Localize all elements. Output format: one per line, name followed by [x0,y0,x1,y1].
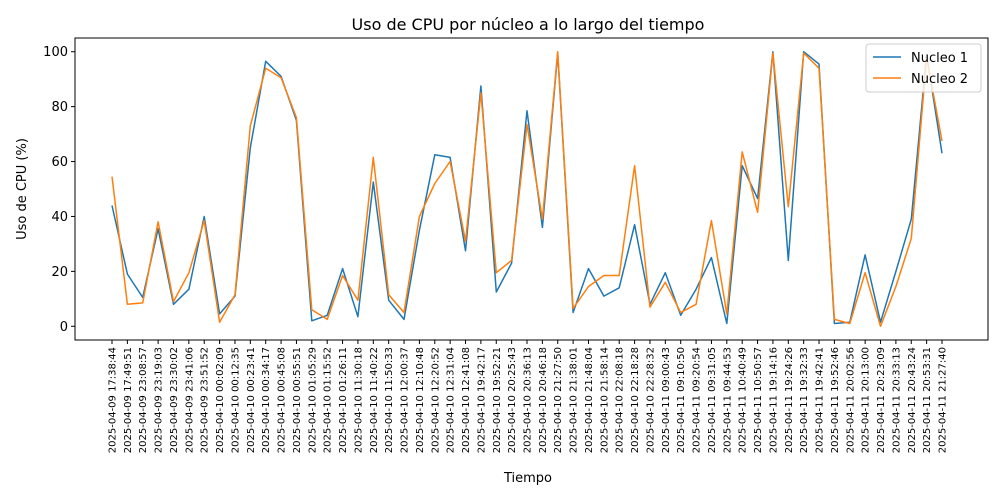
x-tick-label: 2025-04-11 09:20:54 [692,347,703,453]
x-tick-label: 2025-04-10 22:18:28 [630,347,641,453]
x-tick-label: 2025-04-10 00:34:17 [261,347,272,453]
legend: Nucleo 1 Nucleo 2 [865,43,982,93]
x-tick-label: 2025-04-11 20:23:09 [876,347,887,453]
x-tick-label: 2025-04-10 11:40:22 [369,347,380,453]
x-tick-label: 2025-04-11 19:52:46 [830,347,841,453]
y-tick-label: 40 [51,210,68,225]
x-tick-label: 2025-04-11 09:10:50 [676,347,687,453]
x-tick-label: 2025-04-10 22:08:18 [615,347,626,453]
y-axis: 0 20 40 60 80 100 [43,45,75,335]
y-axis-label: Uso de CPU (%) [15,138,30,240]
x-tick-label: 2025-04-09 17:49:51 [123,347,134,453]
legend-label-series-1: Nucleo 1 [911,51,968,66]
x-tick-label: 2025-04-10 11:30:18 [353,347,364,453]
x-tick-label: 2025-04-10 20:36:13 [523,347,534,453]
x-tick-label: 2025-04-10 00:45:08 [277,347,288,453]
x-tick-label: 2025-04-10 19:42:17 [476,347,487,453]
legend-box [865,43,982,93]
x-tick-label: 2025-04-09 23:41:06 [184,347,195,453]
x-tick-label: 2025-04-10 12:41:08 [461,347,472,453]
y-tick-label: 80 [51,100,68,115]
x-tick-label: 2025-04-10 21:58:14 [599,347,610,453]
x-tick-label: 2025-04-10 01:26:11 [338,347,349,453]
x-tick-label: 2025-04-11 20:53:31 [922,347,933,453]
x-tick-label: 2025-04-11 21:27:40 [938,347,949,453]
x-tick-label: 2025-04-11 10:40:49 [738,347,749,453]
plot-area-frame [74,37,989,341]
x-tick-label: 2025-04-11 19:32:33 [799,347,810,453]
x-tick-label: 2025-04-10 00:12:35 [230,347,241,453]
x-tick-label: 2025-04-11 19:24:26 [784,347,795,453]
x-tick-label: 2025-04-10 00:55:51 [292,347,303,453]
x-tick-label: 2025-04-10 20:46:18 [538,347,549,453]
x-tick-label: 2025-04-10 12:20:52 [430,347,441,453]
x-tick-label: 2025-04-10 21:48:04 [584,347,595,453]
x-tick-label: 2025-04-11 09:31:05 [707,347,718,453]
y-tick-label: 60 [51,155,68,170]
x-tick-label: 2025-04-10 00:23:41 [246,347,257,453]
x-tick-label: 2025-04-11 09:44:53 [722,347,733,453]
x-tick-label: 2025-04-10 01:15:52 [323,347,334,453]
y-tick-label: 0 [60,320,68,335]
x-tick-label: 2025-04-10 20:25:43 [507,347,518,453]
x-tick-label: 2025-04-09 23:19:03 [154,347,165,453]
x-axis-label: Tiempo [503,471,552,486]
x-tick-label: 2025-04-11 20:33:13 [891,347,902,453]
x-tick-label: 2025-04-11 09:00:43 [661,347,672,453]
series-line-2 [111,50,943,328]
x-tick-label: 2025-04-10 11:50:33 [384,347,395,453]
legend-label-series-2: Nucleo 2 [911,72,968,87]
y-tick-label: 100 [43,45,68,60]
x-tick-label: 2025-04-09 23:51:52 [200,347,211,453]
x-tick-label: 2025-04-10 00:02:09 [215,347,226,453]
x-tick-label: 2025-04-10 12:31:04 [446,347,457,453]
x-tick-label: 2025-04-11 19:14:16 [768,347,779,453]
x-tick-label: 2025-04-11 20:43:24 [907,347,918,453]
series-lines [111,50,943,328]
x-tick-label: 2025-04-09 23:08:57 [138,347,149,453]
x-tick-label: 2025-04-11 20:02:56 [845,347,856,453]
x-tick-label: 2025-04-09 23:30:02 [169,347,180,453]
x-tick-label: 2025-04-10 12:10:48 [415,347,426,453]
x-tick-label: 2025-04-10 22:28:32 [645,347,656,453]
x-axis: 2025-04-09 17:38:44 2025-04-09 17:49:51 20… [108,340,949,453]
chart-title: Uso de CPU por núcleo a lo largo del tie… [352,15,705,34]
x-tick-label: 2025-04-10 01:05:29 [307,347,318,453]
series-line-1 [111,50,943,325]
y-tick-label: 20 [51,265,68,280]
x-tick-label: 2025-04-11 10:50:57 [753,347,764,453]
x-tick-label: 2025-04-11 20:13:00 [861,347,872,453]
x-tick-label: 2025-04-10 12:00:37 [400,347,411,453]
x-tick-label: 2025-04-10 21:27:50 [553,347,564,453]
x-tick-label: 2025-04-09 17:38:44 [108,347,119,453]
x-tick-label: 2025-04-10 19:52:21 [492,347,503,453]
x-tick-label: 2025-04-11 19:42:41 [815,347,826,453]
x-tick-label: 2025-04-10 21:38:01 [569,347,580,453]
